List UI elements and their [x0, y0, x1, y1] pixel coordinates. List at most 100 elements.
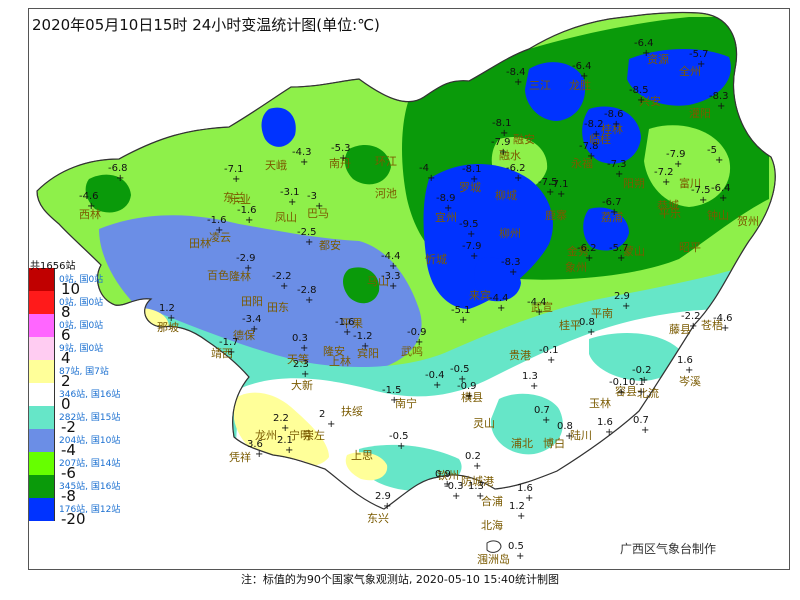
station-value: -8.5 [629, 85, 649, 96]
legend-count: 0站, 国0站 [59, 275, 104, 285]
station-marker: + [580, 71, 588, 82]
station-value: -8.9 [436, 193, 456, 204]
station-marker: + [116, 173, 124, 184]
place-label: 藤县 [669, 323, 691, 336]
station-marker: + [389, 261, 397, 272]
station-value: -8.3 [501, 257, 521, 268]
place-label: 田阳 [241, 295, 263, 308]
place-label: 马山 [367, 275, 389, 288]
station-marker: + [301, 369, 309, 380]
station-value: -0.2 [632, 365, 652, 376]
station-marker: + [167, 313, 175, 324]
place-label: 平乐 [659, 207, 681, 220]
station-marker: + [300, 343, 308, 354]
station-marker: + [215, 225, 223, 236]
station-marker: + [305, 237, 313, 248]
place-label: 那坡 [157, 321, 179, 334]
station-value: -1.5 [382, 385, 402, 396]
guangxi-outline [36, 11, 776, 510]
legend-swatch [29, 452, 55, 475]
station-marker: + [721, 323, 729, 334]
place-label: 三江 [529, 79, 551, 92]
place-label: 龙州 [255, 429, 277, 442]
place-label: 蒙山 [623, 245, 645, 258]
station-marker: + [605, 427, 613, 438]
station-value: -6.2 [577, 243, 597, 254]
station-value: -0.9 [407, 327, 427, 338]
place-label: 武鸣 [401, 344, 423, 358]
legend-row: 345站, 国16站 [29, 475, 139, 498]
place-label: 融水 [499, 149, 521, 162]
station-marker: + [470, 251, 478, 262]
place-label: 临桂 [589, 132, 611, 146]
zone-below-minus8-northeast [627, 48, 731, 106]
station-value: 1.2 [159, 303, 175, 314]
station-marker: + [383, 501, 391, 512]
station-value: 3.6 [247, 439, 263, 450]
place-label: 崇左 [303, 429, 325, 442]
station-marker: + [617, 253, 625, 264]
station-marker: + [717, 101, 725, 112]
legend-count: 0站, 国0站 [59, 298, 104, 308]
station-marker: + [499, 147, 507, 158]
station-value: -7.8 [579, 141, 599, 152]
legend-row: 176站, 国12站 [29, 498, 139, 521]
station-marker: + [674, 159, 682, 170]
place-label: 苍梧 [701, 318, 723, 332]
station-marker: + [530, 381, 538, 392]
station-marker: + [227, 347, 235, 358]
station-marker: + [452, 491, 460, 502]
station-marker: + [516, 551, 524, 562]
station-value: -6.4 [572, 61, 592, 72]
place-label: 南宁 [395, 396, 417, 410]
station-value: 2.9 [375, 491, 391, 502]
station-marker: + [542, 415, 550, 426]
legend-threshold: -6 [61, 464, 76, 482]
station-marker: + [641, 425, 649, 436]
place-label: 扶绥 [341, 404, 363, 418]
station-marker: + [715, 155, 723, 166]
station-value: -4.6 [713, 313, 733, 324]
station-marker: + [87, 201, 95, 212]
zone-cyan-southeast [589, 333, 682, 381]
place-label: 全州 [679, 64, 701, 78]
legend-swatch [29, 268, 55, 291]
station-value: -7.2 [654, 167, 674, 178]
legend-swatch [29, 360, 55, 383]
place-label: 平果 [341, 317, 363, 330]
station-marker: + [685, 365, 693, 376]
station-value: -7.1 [224, 164, 244, 175]
legend-threshold: 4 [61, 349, 71, 367]
zone-cyan-south [490, 393, 563, 455]
station-marker: + [305, 295, 313, 306]
legend-count: 207站, 国14站 [59, 459, 121, 469]
legend-threshold: 0 [61, 395, 71, 413]
place-label: 田东 [267, 301, 289, 314]
station-value: -1.6 [237, 205, 257, 216]
station-marker: + [315, 201, 323, 212]
legend-row: 0站, 国0站 [29, 314, 139, 337]
station-marker: + [689, 321, 697, 332]
station-marker: + [444, 203, 452, 214]
station-marker: + [642, 48, 650, 59]
station-marker: + [617, 387, 625, 398]
station-value: -7.9 [666, 149, 686, 160]
station-value: -2.9 [236, 253, 256, 264]
place-label: 武宣 [531, 300, 553, 314]
place-label: 北海 [481, 518, 503, 532]
station-value: -6.4 [634, 38, 654, 49]
legend-swatch [29, 498, 55, 521]
place-label: 罗城 [459, 181, 481, 194]
place-label: 鹿寨 [545, 208, 567, 222]
place-label: 乐业 [229, 193, 251, 206]
place-label: 来宾 [469, 288, 491, 302]
station-value: -6.8 [108, 163, 128, 174]
station-value: -3 [307, 191, 317, 202]
station-value: -7.1 [549, 179, 569, 190]
station-value: -8.3 [709, 91, 729, 102]
legend-row: 0站, 国0站 [29, 268, 139, 291]
place-label: 灵山 [473, 417, 495, 430]
place-label: 龙胜 [569, 78, 591, 92]
station-value: -1.6 [335, 317, 355, 328]
legend-threshold: -20 [61, 510, 86, 528]
